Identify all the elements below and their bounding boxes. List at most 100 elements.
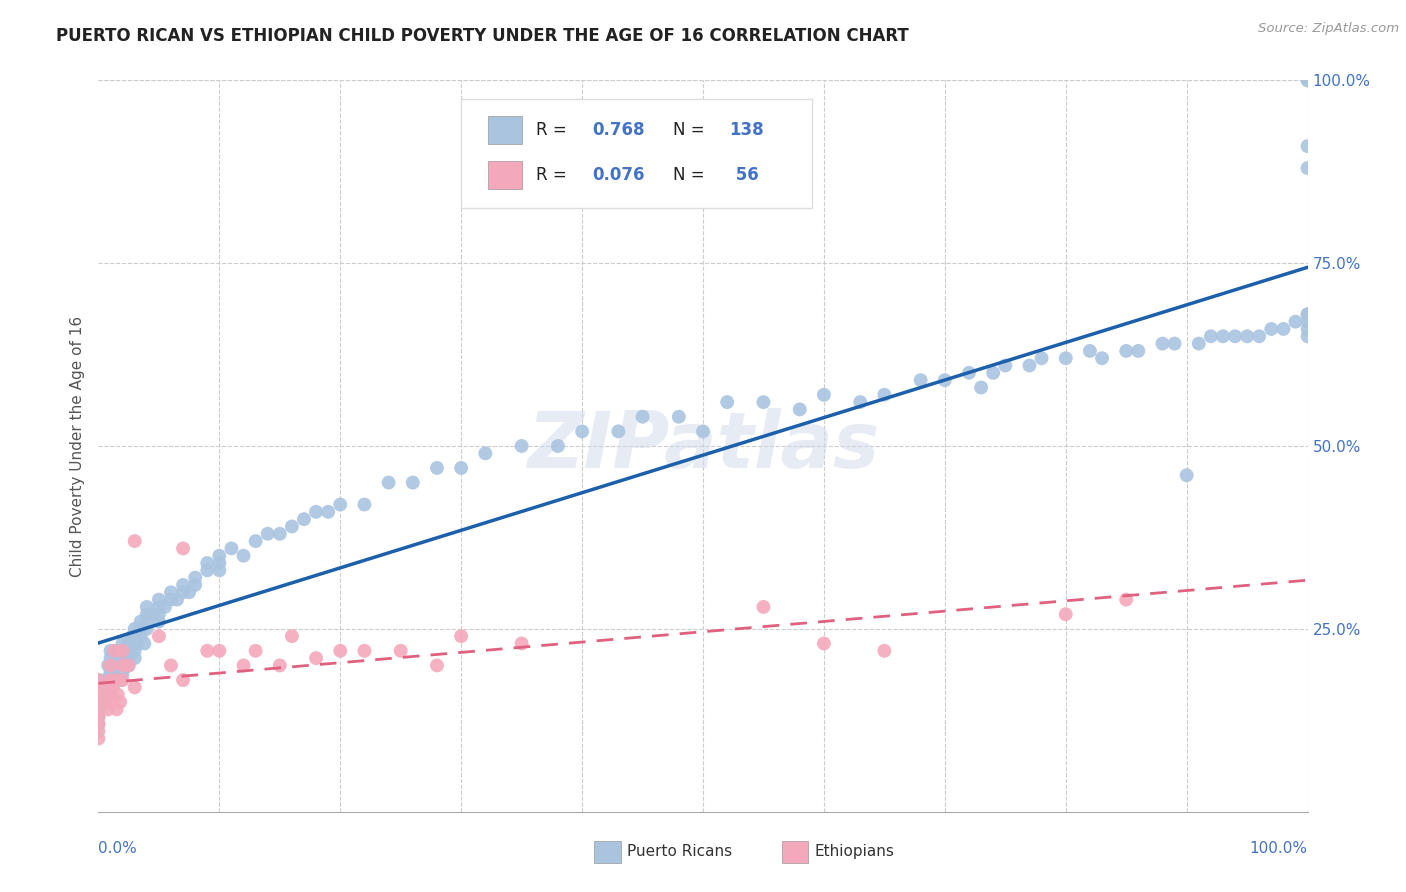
Point [87,688,110,702]
Point [87,688,110,702]
Point [87,681,110,695]
Point [1296,161,1319,175]
Point [93,695,115,709]
Point [118,658,141,673]
Text: 138: 138 [730,121,765,139]
Point [208,644,231,658]
Point [87,724,110,739]
Point [1152,336,1174,351]
Point [87,673,110,687]
Point [389,644,412,658]
FancyBboxPatch shape [595,841,621,863]
Text: 0.076: 0.076 [592,167,644,185]
Point [1054,607,1077,622]
Point [221,541,243,556]
Point [269,526,291,541]
Point [87,695,110,709]
Point [426,658,449,673]
Point [105,644,128,658]
Point [100,673,122,687]
Point [160,592,183,607]
Point [87,702,110,716]
Point [970,380,993,394]
Point [87,731,110,746]
Point [97,658,120,673]
Point [849,395,872,409]
Point [124,681,146,695]
Point [101,681,124,695]
Point [111,636,134,650]
Point [1091,351,1114,366]
Point [160,658,183,673]
Point [1054,351,1077,366]
Point [100,658,122,673]
Point [1296,322,1319,336]
Point [329,644,352,658]
Point [111,651,134,665]
Point [184,571,207,585]
Point [100,658,122,673]
Point [87,702,110,716]
Point [105,673,128,687]
Point [571,425,593,439]
Point [813,388,835,402]
Text: N =: N = [672,167,710,185]
Point [450,629,472,643]
Point [114,658,136,673]
Point [316,505,339,519]
Point [1296,307,1319,321]
Point [103,644,125,658]
Point [873,388,896,402]
Point [1115,343,1137,358]
Point [104,673,127,687]
Point [305,505,328,519]
FancyBboxPatch shape [488,161,522,189]
Point [1199,329,1222,343]
Point [124,622,146,636]
Point [292,512,315,526]
Point [153,599,176,614]
Point [93,673,115,687]
Point [1018,359,1040,373]
Point [148,607,170,622]
Point [184,578,207,592]
Point [402,475,425,490]
Point [377,475,399,490]
Point [108,658,131,673]
Point [1223,329,1246,343]
Point [111,665,134,680]
Point [195,644,218,658]
Point [93,688,115,702]
Point [1078,343,1101,358]
Point [100,665,122,680]
Point [813,636,835,650]
Point [105,673,128,687]
Point [172,578,194,592]
Point [121,629,143,643]
Point [232,658,254,673]
Point [96,681,118,695]
Point [129,629,152,643]
Point [100,644,122,658]
Point [100,695,122,709]
Point [910,373,932,387]
Point [873,644,896,658]
FancyBboxPatch shape [782,841,808,863]
Text: R =: R = [536,121,572,139]
Point [957,366,980,380]
Point [934,373,956,387]
Point [426,461,449,475]
Point [1296,315,1319,329]
Point [108,673,131,687]
Point [269,658,291,673]
Text: N =: N = [672,121,710,139]
FancyBboxPatch shape [488,116,522,144]
Point [789,402,811,417]
Point [510,439,533,453]
Point [1260,322,1282,336]
Text: 100.0%: 100.0% [1250,841,1308,856]
Point [668,409,690,424]
Point [87,695,110,709]
Point [110,665,132,680]
Text: Source: ZipAtlas.com: Source: ZipAtlas.com [1258,22,1399,36]
